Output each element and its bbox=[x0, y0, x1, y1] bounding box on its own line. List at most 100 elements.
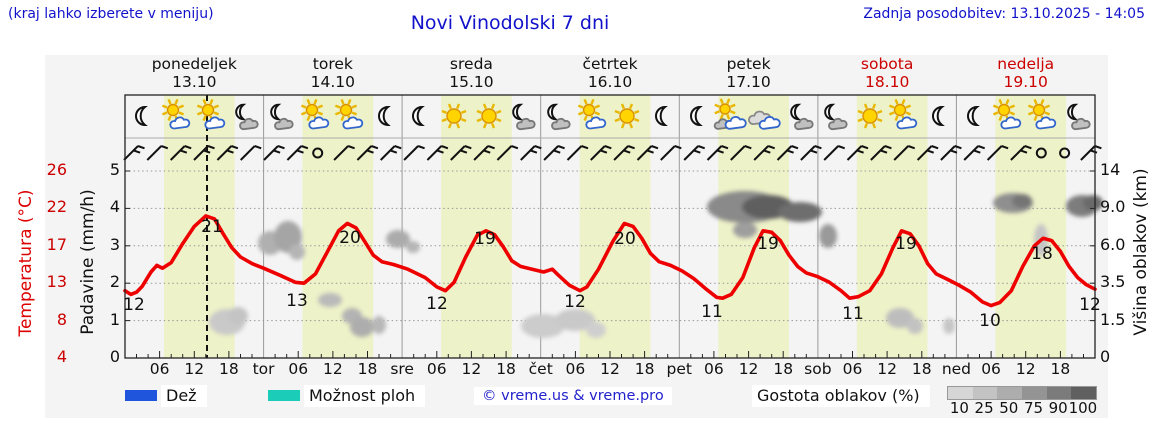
page-title: Novi Vinodolski 7 dni bbox=[410, 12, 610, 34]
day-date: 16.10 bbox=[587, 73, 633, 91]
rain-legend-swatch bbox=[125, 390, 157, 401]
time-tick-label: 06 bbox=[288, 360, 309, 378]
time-tick-label: 06 bbox=[565, 360, 586, 378]
curve-temp-label: 11 bbox=[701, 302, 723, 323]
cloud-density-legend-label: Gostota oblakov (%) bbox=[752, 385, 930, 407]
cloud-density-segment bbox=[948, 387, 973, 399]
sun-cloud-icon bbox=[575, 98, 611, 134]
cloud-density-scale-number: 90 bbox=[1048, 399, 1068, 417]
moon-cloud-icon bbox=[228, 98, 264, 134]
day-name: sreda bbox=[449, 55, 493, 73]
curve-temp-label: 20 bbox=[614, 229, 636, 250]
grid-group bbox=[125, 95, 1095, 358]
cloud-density-segment bbox=[1022, 387, 1047, 399]
cloud-density-scale-number: 50 bbox=[999, 399, 1019, 417]
time-tick-label: 18 bbox=[911, 360, 932, 378]
time-tick-label: 06 bbox=[426, 360, 447, 378]
precip-tick: 0 bbox=[109, 347, 120, 366]
day-abbr-label: ned bbox=[941, 360, 972, 378]
curve-temp-label: 10 bbox=[979, 311, 1001, 332]
credit-link[interactable]: © vreme.us & vreme.pro bbox=[474, 387, 672, 405]
time-tick-label: 18 bbox=[1050, 360, 1071, 378]
time-tick-label: 12 bbox=[1015, 360, 1036, 378]
sun-icon bbox=[852, 98, 888, 134]
cloud-density-segment bbox=[972, 387, 998, 399]
cloud-density-segment bbox=[997, 387, 1023, 399]
location-hint: (kraj lahko izberete v meniju) bbox=[8, 6, 214, 22]
wind-barbs-group bbox=[123, 145, 1102, 161]
curve-temp-label: 19 bbox=[757, 234, 779, 255]
showers-legend-swatch bbox=[268, 390, 300, 401]
sun-clouds-icon bbox=[713, 98, 749, 134]
sun-cloud-icon bbox=[1025, 98, 1061, 134]
cloud-density-segment bbox=[1046, 387, 1072, 399]
cloud-density-scale bbox=[947, 386, 1098, 400]
moon-icon bbox=[401, 98, 437, 134]
temp-tick: 17 bbox=[46, 234, 67, 254]
last-update-text: Zadnja posodobitev: 13.10.2025 - 14:05 bbox=[863, 6, 1145, 22]
precip-tick: 4 bbox=[109, 197, 120, 217]
precip-tick: 1 bbox=[109, 309, 120, 329]
cloud-density-segment bbox=[1071, 387, 1097, 399]
cloud-height-tick: 3.5 bbox=[1100, 272, 1126, 292]
day-name: petek bbox=[726, 55, 771, 73]
day-abbr-label: čet bbox=[528, 360, 553, 378]
temp-tick: 22 bbox=[46, 197, 67, 217]
moon-cloud-icon bbox=[263, 98, 299, 134]
day-abbr-label: sob bbox=[804, 360, 832, 378]
time-tick-label: 06 bbox=[981, 360, 1001, 378]
moon-icon bbox=[124, 98, 160, 134]
curve-temp-label: 18 bbox=[1031, 244, 1053, 265]
cloud-icon bbox=[747, 98, 784, 134]
temp-tick: 4 bbox=[56, 347, 67, 366]
day-name: četrtek bbox=[582, 55, 638, 73]
time-tick-label: 12 bbox=[322, 360, 343, 378]
showers-legend-label: Možnost ploh bbox=[304, 385, 426, 407]
cloud-density-scale-number: 100 bbox=[1068, 399, 1098, 417]
day-abbr-label: sre bbox=[390, 360, 414, 378]
precip-tick: 5 bbox=[109, 160, 120, 179]
time-tick-label: 18 bbox=[773, 360, 794, 378]
sun-cloud-icon bbox=[886, 98, 922, 134]
day-date: 14.10 bbox=[310, 73, 356, 91]
sun-cloud-icon bbox=[194, 98, 230, 134]
sun-cloud-icon bbox=[990, 98, 1026, 134]
time-tick-label: 06 bbox=[704, 360, 724, 378]
curve-temp-label: 13 bbox=[286, 291, 308, 312]
moon-icon bbox=[679, 98, 715, 134]
curve-temp-label: 20 bbox=[339, 228, 361, 249]
day-date: 17.10 bbox=[726, 73, 771, 91]
moon-cloud-icon bbox=[817, 98, 853, 134]
sun-cloud-icon bbox=[159, 98, 195, 134]
moon-icon bbox=[921, 98, 957, 134]
day-date: 18.10 bbox=[864, 73, 910, 91]
day-abbr-label: pet bbox=[666, 360, 693, 378]
sun-cloud-icon bbox=[332, 98, 368, 134]
day-abbr-label: tor bbox=[252, 360, 275, 378]
day-bands-group bbox=[164, 95, 1067, 358]
moon-icon bbox=[644, 98, 680, 134]
temperature-curve bbox=[123, 214, 1097, 308]
cloud-density-scale-number: 75 bbox=[1023, 399, 1044, 417]
moon-icon bbox=[367, 98, 403, 134]
time-tick-label: 18 bbox=[634, 360, 655, 378]
time-tick-label: 12 bbox=[461, 360, 482, 378]
sun-cloud-icon bbox=[298, 98, 334, 134]
day-date: 13.10 bbox=[172, 73, 217, 91]
curve-temp-label: 12 bbox=[123, 295, 145, 316]
time-tick-label: 18 bbox=[357, 360, 378, 378]
time-tick-label: 18 bbox=[496, 360, 516, 378]
cloud-height-tick: 1.5 bbox=[1100, 309, 1126, 329]
cloud-density-scale-number: 25 bbox=[974, 399, 994, 417]
time-tick-label: 12 bbox=[184, 360, 205, 378]
curve-temp-label: 19 bbox=[895, 234, 917, 255]
precip-tick: 3 bbox=[109, 234, 120, 254]
moon-cloud-icon bbox=[783, 98, 819, 134]
cloud-height-tick: 6.0 bbox=[1100, 234, 1126, 254]
day-name: nedelja bbox=[997, 55, 1055, 73]
curve-temp-label: 21 bbox=[201, 217, 223, 238]
moon-icon bbox=[956, 98, 992, 134]
rain-legend-label: Dež bbox=[161, 385, 207, 407]
